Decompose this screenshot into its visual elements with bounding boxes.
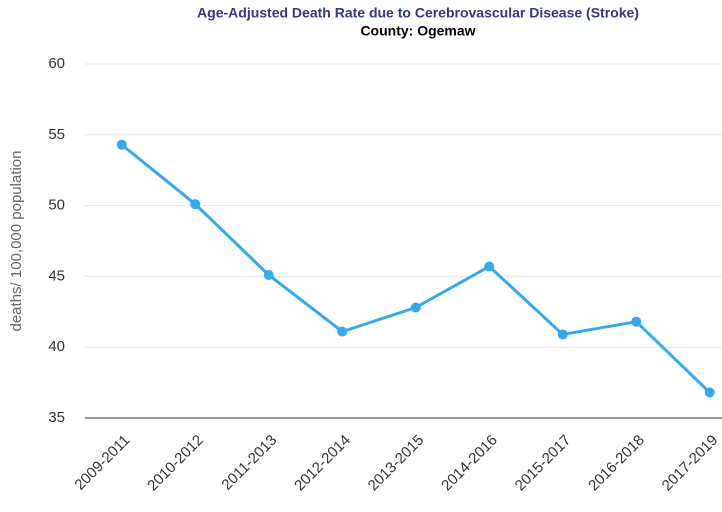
x-tick-label: 2010-2012 bbox=[144, 432, 207, 495]
data-point bbox=[337, 326, 348, 337]
x-tick-label: 2014-2016 bbox=[438, 432, 501, 495]
y-tick-label: 35 bbox=[48, 409, 65, 426]
y-axis-label: deaths/ 100,000 population bbox=[8, 151, 25, 332]
y-tick-label: 40 bbox=[48, 338, 65, 355]
data-point bbox=[631, 316, 642, 327]
data-point bbox=[410, 302, 421, 313]
data-point bbox=[116, 139, 127, 150]
data-point bbox=[263, 269, 274, 280]
x-tick-label: 2012-2014 bbox=[291, 432, 354, 495]
x-tick-label: 2011-2013 bbox=[218, 432, 280, 494]
y-tick-label: 50 bbox=[48, 197, 65, 214]
series-line bbox=[120, 143, 711, 394]
data-point bbox=[190, 199, 201, 210]
y-tick-label: 55 bbox=[48, 126, 65, 143]
data-point bbox=[484, 261, 495, 272]
x-tick-label: 2017-2019 bbox=[659, 432, 722, 495]
x-tick-label: 2016-2018 bbox=[585, 432, 648, 495]
x-tick-label: 2015-2017 bbox=[512, 432, 575, 495]
chart-subtitle: County: Ogemaw bbox=[360, 23, 475, 39]
data-point bbox=[557, 329, 568, 340]
x-tick-label: 2009-2011 bbox=[71, 432, 133, 494]
x-tick-label: 2013-2015 bbox=[365, 432, 428, 495]
y-tick-label: 45 bbox=[48, 267, 65, 284]
y-tick-label: 60 bbox=[48, 55, 65, 72]
chart-title: Age-Adjusted Death Rate due to Cerebrova… bbox=[197, 5, 639, 21]
data-point bbox=[704, 387, 715, 398]
